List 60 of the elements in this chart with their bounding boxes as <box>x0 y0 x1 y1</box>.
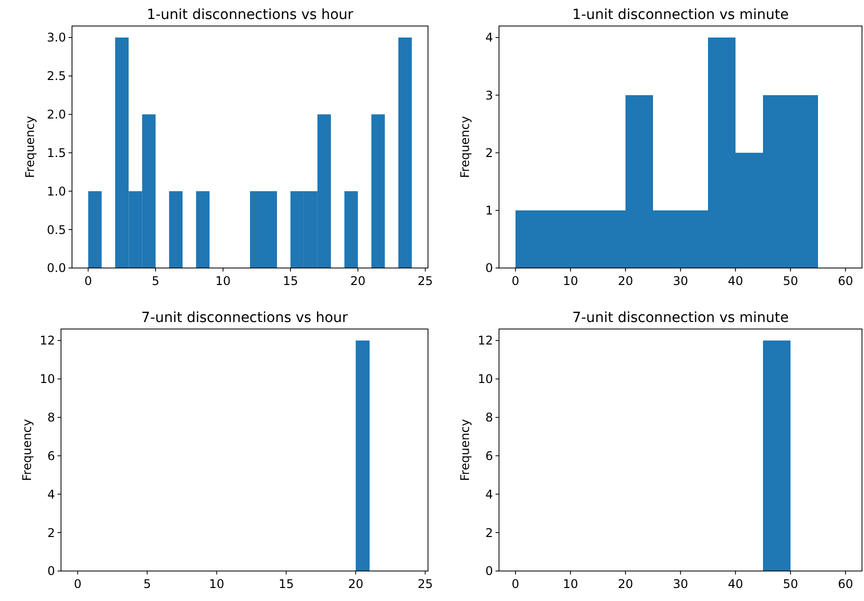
y-tick-label: 2 <box>485 146 493 160</box>
y-axis-title: Frequency <box>23 116 37 178</box>
chart-title: 7-unit disconnection vs minute <box>572 310 789 326</box>
y-axis-title: Frequency <box>20 419 34 481</box>
y-axis-title: Frequency <box>458 419 472 481</box>
y-tick-label: 6 <box>47 448 55 463</box>
x-tick-label: 20 <box>350 274 366 288</box>
y-tick-label: 10 <box>478 372 493 386</box>
y-tick-label: 0.0 <box>46 261 66 276</box>
chart-title: 1-unit disconnections vs hour <box>146 7 354 23</box>
x-tick-label: 25 <box>418 274 433 288</box>
y-tick-label: 2.0 <box>46 108 66 122</box>
x-tick-label: 0 <box>512 577 520 591</box>
x-tick-label: 60 <box>838 577 854 591</box>
y-tick-label: 2 <box>47 526 55 540</box>
x-tick-label: 0 <box>84 274 92 288</box>
y-tick-label: 1.5 <box>46 146 66 160</box>
y-tick-label: 0 <box>485 261 493 276</box>
chart-title: 7-unit disconnections vs hour <box>141 310 348 326</box>
x-tick-label: 5 <box>152 274 160 288</box>
x-tick-label: 50 <box>782 274 798 288</box>
x-tick-label: 25 <box>418 577 433 591</box>
x-tick-label: 10 <box>209 577 224 591</box>
x-tick-label: 15 <box>282 274 298 288</box>
y-tick-label: 4 <box>485 30 493 45</box>
y-tick-label: 0 <box>485 564 493 578</box>
y-axis-title: Frequency <box>458 116 472 178</box>
x-tick-label: 10 <box>215 274 231 288</box>
x-tick-label: 10 <box>562 274 578 288</box>
y-tick-label: 3 <box>485 88 493 102</box>
y-tick-label: 4 <box>47 487 55 502</box>
x-tick-label: 50 <box>782 577 798 591</box>
x-tick-label: 40 <box>728 274 744 288</box>
x-tick-label: 15 <box>278 577 294 591</box>
x-tick-label: 0 <box>512 274 520 288</box>
y-tick-label: 12 <box>478 334 493 348</box>
y-tick-label: 1 <box>485 204 493 218</box>
y-tick-label: 1.0 <box>46 184 66 198</box>
y-tick-label: 8 <box>485 410 493 425</box>
y-tick-label: 0 <box>47 564 55 578</box>
y-tick-label: 6 <box>485 448 493 463</box>
x-tick-label: 20 <box>348 577 364 591</box>
y-tick-label: 4 <box>485 487 493 502</box>
x-tick-label: 30 <box>672 577 688 591</box>
y-tick-label: 12 <box>40 334 55 348</box>
y-tick-label: 2 <box>485 526 493 540</box>
x-tick-label: 60 <box>838 274 854 288</box>
x-tick-label: 40 <box>728 577 744 591</box>
y-tick-label: 0.5 <box>46 222 66 237</box>
x-tick-label: 20 <box>618 577 634 591</box>
y-tick-label: 8 <box>47 410 55 425</box>
x-tick-label: 0 <box>74 577 82 591</box>
y-tick-label: 2.5 <box>46 69 66 84</box>
x-tick-label: 10 <box>562 577 578 591</box>
x-tick-label: 20 <box>618 274 634 288</box>
y-tick-label: 10 <box>40 372 55 386</box>
chart-title: 1-unit disconnection vs minute <box>572 7 789 23</box>
x-tick-label: 5 <box>143 577 152 591</box>
x-tick-label: 30 <box>672 274 688 288</box>
y-tick-label: 3.0 <box>46 30 66 45</box>
